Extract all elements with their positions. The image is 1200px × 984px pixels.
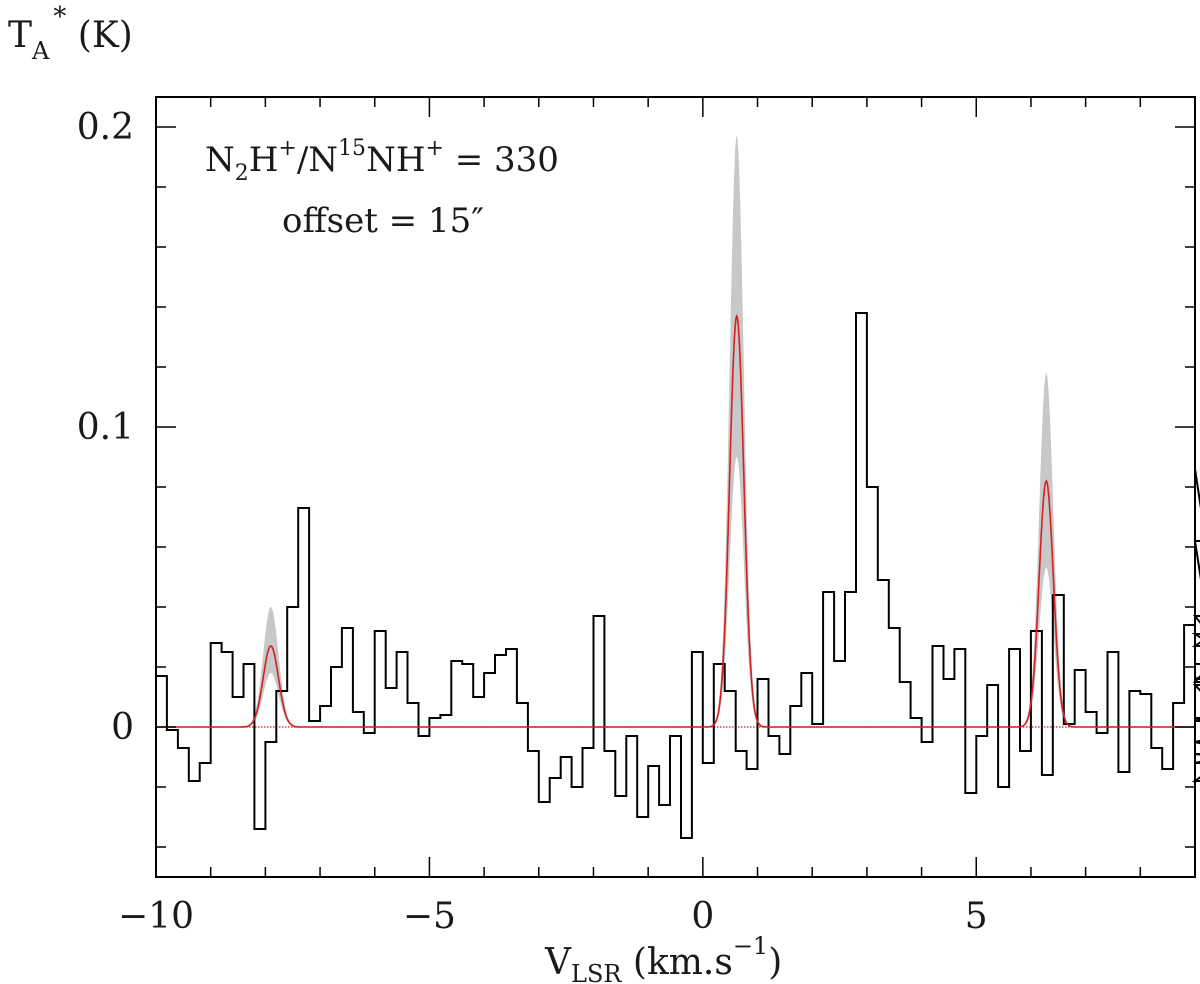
y-axis-title: TA* (K) (8, 2, 133, 65)
spectrum-series (156, 312, 1200, 839)
uncertainty-band-2 (1017, 373, 1075, 727)
y-tick-label: 0.2 (77, 107, 134, 148)
ratio-annotation: N2H+/N15NH+ = 330 (205, 136, 559, 186)
x-tick-label: −5 (403, 896, 456, 937)
model-fit-line (156, 314, 1195, 728)
model-fit-layer (156, 314, 1195, 728)
x-axis-title: VLSR (km.s−1) (544, 932, 782, 984)
y-tick-label: 0.1 (77, 407, 134, 448)
uncertainty-band-0 (240, 607, 302, 727)
uncertainty-band-1 (708, 136, 766, 727)
spectrum-layer (156, 312, 1200, 839)
offset-annotation: offset = 15″ (282, 201, 484, 241)
x-tick-label: −10 (118, 896, 194, 937)
x-tick-label: 0 (691, 896, 714, 937)
x-tick-label: 5 (965, 896, 988, 937)
y-tick-label: 0 (111, 707, 134, 748)
ticks-layer: −10 −5 0 5 0 0.1 0.2 (77, 97, 1196, 937)
uncertainty-band-layer (240, 136, 1075, 727)
